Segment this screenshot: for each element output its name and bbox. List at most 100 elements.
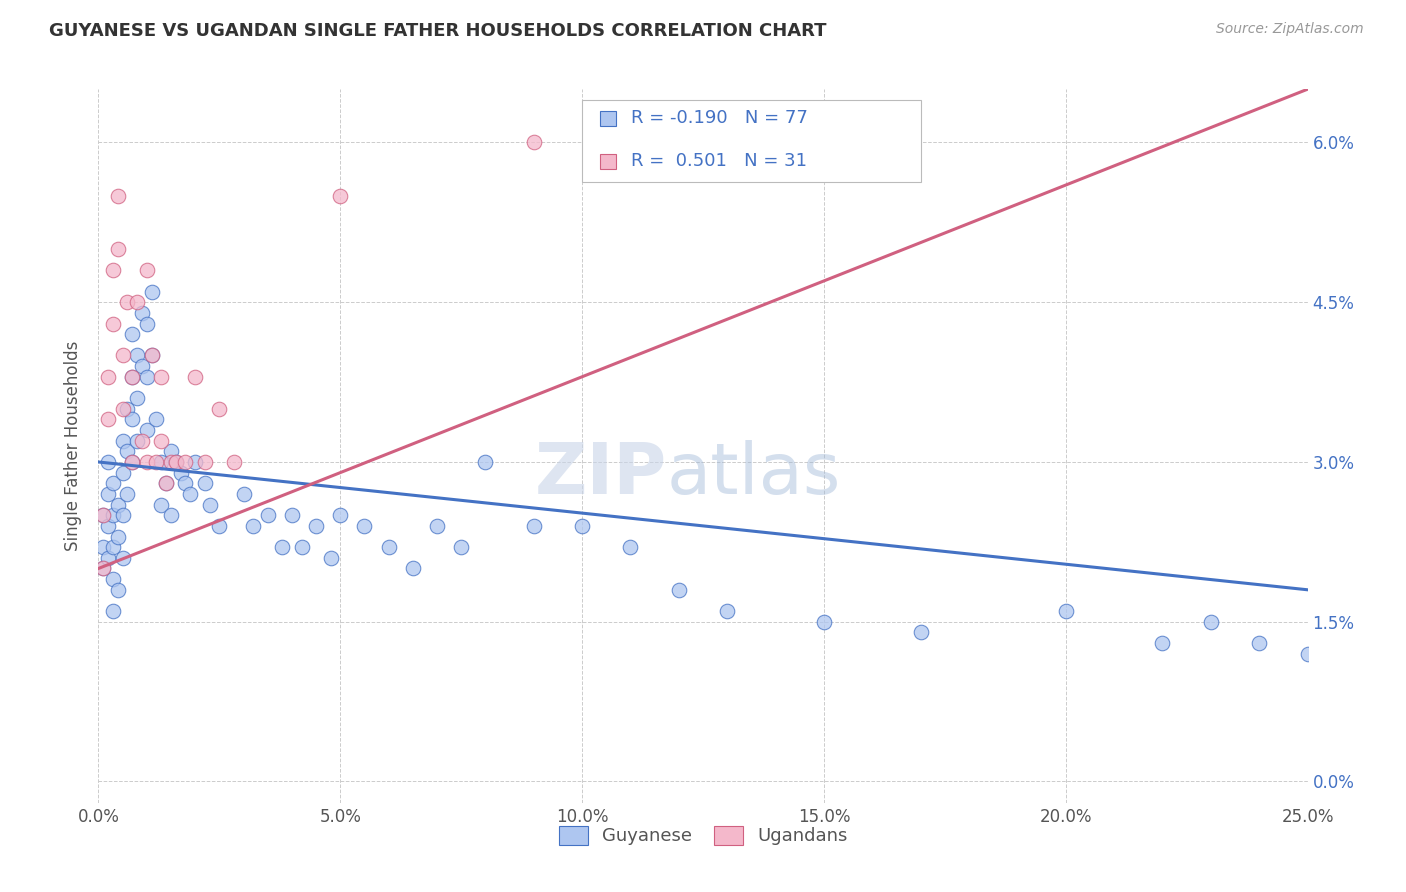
Point [174,476,197,491]
Point [135,369,157,384]
Point [208,401,231,416]
Point [101,263,124,277]
Point [174,455,197,469]
Point [121,455,143,469]
Point [668,582,690,597]
Point [160,455,183,469]
Point [131,306,153,320]
Point [1054,604,1077,618]
Point [127,349,149,363]
Point [91,561,114,575]
Point [111,466,134,480]
Point [107,188,129,202]
Point [155,476,177,491]
Point [117,444,139,458]
Point [91,508,114,523]
Point [101,540,124,554]
FancyBboxPatch shape [582,100,921,182]
Point [127,434,149,448]
Point [281,508,304,523]
Point [160,508,183,523]
Point [91,540,114,554]
Point [474,455,496,469]
Point [319,550,342,565]
Point [101,604,124,618]
Text: R =  0.501   N = 31: R = 0.501 N = 31 [631,153,807,170]
Point [329,508,352,523]
Point [117,487,139,501]
Text: Source: ZipAtlas.com: Source: ZipAtlas.com [1216,22,1364,37]
Point [97,519,120,533]
Point [290,540,312,554]
Point [402,561,425,575]
Point [523,519,546,533]
Point [426,519,449,533]
Point [117,295,139,310]
Point [813,615,835,629]
Point [111,550,134,565]
Point [242,519,264,533]
Point [131,359,153,373]
Point [271,540,294,554]
Point [101,476,124,491]
Legend: Guyanese, Ugandans: Guyanese, Ugandans [550,816,856,855]
Point [91,561,114,575]
Point [107,529,129,543]
Point [169,466,191,480]
Point [165,455,187,469]
Point [107,582,129,597]
Point [97,455,120,469]
FancyBboxPatch shape [600,153,616,169]
Point [97,487,120,501]
Point [1249,636,1271,650]
Point [101,317,124,331]
Point [150,434,173,448]
Point [305,519,328,533]
Point [165,455,187,469]
Point [117,401,139,416]
Point [121,455,143,469]
Point [194,455,217,469]
Point [127,391,149,405]
Point [135,317,157,331]
Point [184,455,207,469]
Point [121,369,143,384]
Point [1199,615,1222,629]
Point [97,369,120,384]
Point [450,540,472,554]
Point [571,519,593,533]
Point [107,498,129,512]
Y-axis label: Single Father Households: Single Father Households [65,341,83,551]
Point [91,508,114,523]
Point [141,349,163,363]
Point [150,498,173,512]
Point [1152,636,1174,650]
Point [179,487,201,501]
Point [141,349,163,363]
Point [256,508,278,523]
Point [145,412,167,426]
Point [141,285,163,299]
Point [155,476,177,491]
Point [1296,647,1319,661]
Point [619,540,641,554]
Point [150,455,173,469]
Point [145,455,167,469]
Point [101,572,124,586]
Point [150,369,173,384]
Point [329,188,352,202]
Point [131,434,153,448]
Text: GUYANESE VS UGANDAN SINGLE FATHER HOUSEHOLDS CORRELATION CHART: GUYANESE VS UGANDAN SINGLE FATHER HOUSEH… [49,22,827,40]
Point [160,444,183,458]
Point [97,412,120,426]
Point [97,550,120,565]
Point [377,540,399,554]
Point [121,327,143,342]
Point [208,519,231,533]
Point [716,604,738,618]
Text: R = -0.190   N = 77: R = -0.190 N = 77 [631,110,807,128]
Point [353,519,375,533]
Point [523,136,546,150]
Point [232,487,254,501]
Point [111,401,134,416]
